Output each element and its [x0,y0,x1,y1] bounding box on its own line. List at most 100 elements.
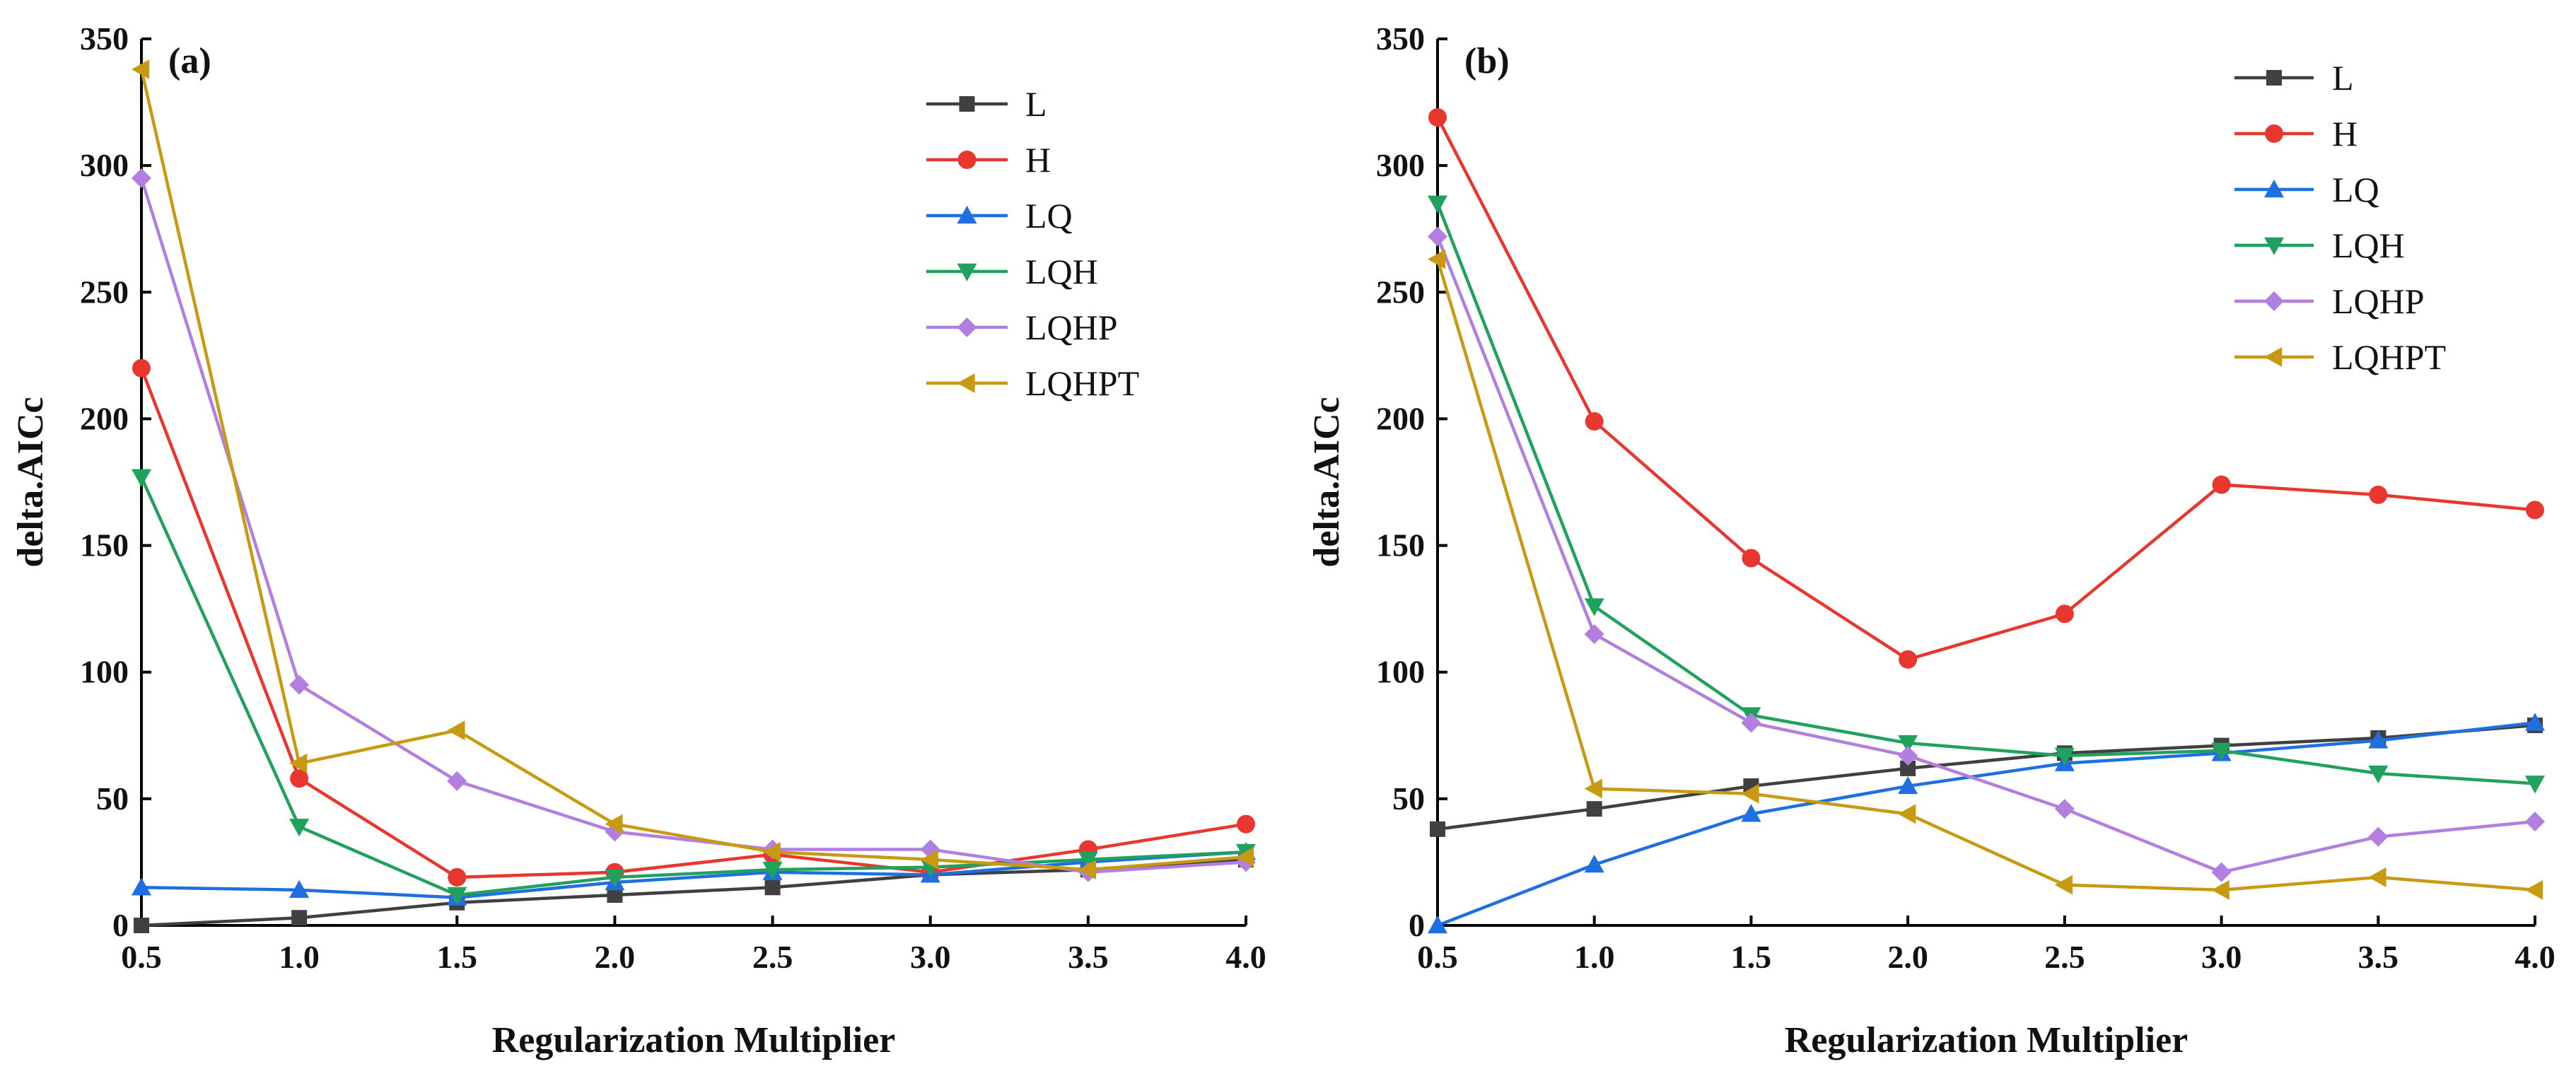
legend-label: H [2332,114,2358,153]
x-tick-label: 1.0 [1574,939,1615,975]
y-tick-label: 50 [1392,780,1425,817]
x-tick-label: 0.5 [1417,939,1458,975]
legend-marker [957,206,977,224]
y-tick-label: 200 [80,400,129,436]
series-h [132,358,1255,887]
data-point [2525,713,2545,731]
series-lqhpt [1428,249,2543,900]
data-point [289,819,310,837]
y-tick-label: 50 [96,780,129,817]
y-tick-label: 100 [80,654,129,690]
data-point [1237,814,1255,834]
legend-marker [2264,291,2284,311]
data-point [291,910,308,926]
data-point [605,869,625,887]
data-point [289,753,308,773]
legend-item: LQH [2234,226,2405,265]
legend: LH LQ LQH LQHP LQHPT [926,84,1139,403]
legend-label: LQHP [2332,281,2425,321]
legend-item: H [2234,114,2358,153]
series-lqhp [1428,226,2545,882]
data-point [1428,916,1447,934]
data-point [1586,801,1602,817]
y-tick-label: 350 [1376,21,1425,57]
x-tick-label: 2.5 [2044,939,2085,975]
series-line-lqhpt [1435,259,2536,892]
x-tick-label: 1.0 [279,939,320,975]
legend-label: L [1025,84,1047,124]
data-point [289,879,310,899]
data-point [447,887,467,906]
data-point [1741,804,1761,822]
data-point [1898,804,1916,824]
x-tick-label: 4.0 [1225,939,1266,975]
data-point [1236,847,1254,867]
series-line-lqhpt [139,69,1247,872]
data-point [1898,745,1918,766]
legend-marker [2265,124,2283,143]
data-point [2212,475,2231,494]
legend-label: LQ [2332,170,2379,209]
x-tick-label: 3.5 [1068,939,1109,975]
legend-label: LQHPT [1025,363,1139,403]
data-point [132,59,150,79]
legend-marker [959,96,975,112]
data-point [132,168,151,189]
y-tick-label: 350 [80,21,129,57]
series-line-h [1436,117,2536,662]
data-point [1585,412,1604,431]
x-tick-label: 1.5 [1731,939,1772,975]
data-point [2368,826,2389,847]
x-axis-title: Regularization Multiplier [1785,1020,2188,1060]
y-tick-label: 150 [80,527,129,563]
data-point [2525,879,2543,900]
data-point [2054,799,2075,819]
data-point [1584,778,1602,799]
data-point [132,358,151,378]
legend-item: LQ [926,196,1073,235]
legend-marker [2264,180,2284,198]
legend-label: LQ [1025,196,1073,235]
x-tick-label: 1.5 [437,939,478,975]
data-point [1428,108,1447,127]
x-axis-title: Regularization Multiplier [492,1020,895,1060]
panel-label: (a) [168,41,211,81]
series-lqh [132,469,1256,906]
data-point [2368,765,2389,784]
data-point [1430,821,1445,837]
x-tick-label: 4.0 [2514,939,2555,975]
data-point [607,887,623,904]
data-point [1899,650,1918,669]
legend-label: LQHP [1025,308,1118,347]
series-line-lqh [139,476,1247,897]
data-point [2368,867,2386,887]
data-point [2054,747,2075,766]
y-tick-label: 250 [1376,274,1425,310]
data-point [2054,875,2073,895]
data-point [1078,851,1098,870]
y-tick-label: 0 [112,907,129,943]
x-tick-label: 3.5 [2358,939,2399,975]
data-point [1898,776,1918,795]
data-point [762,842,781,862]
series-lqh [1428,195,2545,794]
y-tick-label: 200 [1376,400,1425,436]
data-point [2211,862,2232,882]
legend-label: L [2332,58,2354,98]
series-line-h [139,367,1247,879]
data-point [134,918,149,933]
legend-item: L [926,84,1047,124]
data-point [764,879,781,896]
data-point [605,814,623,834]
data-point [1900,760,1916,776]
legend-label: LQH [1025,252,1098,291]
y-axis-title: delta.AICc [1307,397,1347,567]
data-point [2368,730,2389,749]
x-tick-label: 2.5 [752,939,793,975]
legend-item: LQ [2234,170,2379,209]
data-point [2211,879,2230,900]
series-line-lq [141,850,1247,899]
data-point [1898,735,1918,754]
series-line-lqhp [1435,235,2536,875]
series-line-lq [1437,721,2536,928]
